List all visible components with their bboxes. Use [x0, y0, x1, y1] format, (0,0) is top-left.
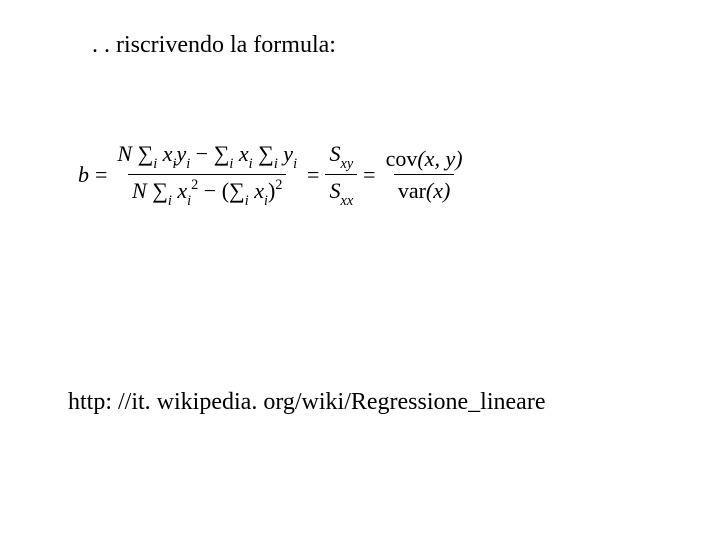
num-yi2-sub: i — [293, 156, 297, 172]
slide-heading: . . riscrivendo la formula: — [92, 32, 336, 59]
numerator-main: N ∑i xiyi − ∑i xi ∑i yi — [113, 140, 301, 174]
den-N: N — [132, 178, 147, 203]
denominator-var: var(x) — [394, 174, 455, 205]
den-xi-sup: 2 — [191, 177, 198, 193]
denominator-sxx: Sxx — [325, 174, 357, 209]
equals-3: = — [357, 162, 381, 188]
sxx-sub: xx — [340, 193, 353, 209]
num-xi-x: x — [163, 141, 173, 166]
numerator-sxy: Sxy — [325, 140, 357, 174]
num-minus: − — [190, 141, 213, 166]
den-xi2-x: x — [254, 178, 264, 203]
den-sigma2: ∑ — [229, 178, 245, 203]
regression-formula: b = N ∑i xiyi − ∑i xi ∑i yi N ∑i xi2 − (… — [78, 140, 467, 210]
numerator-cov: cov(x, y) — [382, 145, 467, 175]
var-label: var — [398, 178, 426, 203]
sxx-S: S — [329, 178, 340, 203]
den-sigma1-sub: i — [168, 193, 172, 209]
sigma3: ∑ — [258, 141, 274, 166]
den-sigma2-sub: i — [245, 193, 249, 209]
cov-label: cov — [386, 146, 418, 171]
num-xi2-sub: i — [249, 156, 253, 172]
num-N: N — [117, 141, 132, 166]
num-xi2-x: x — [239, 141, 249, 166]
var-args: (x) — [426, 178, 450, 203]
den-xi-sub: i — [187, 193, 191, 209]
sigma2: ∑ — [214, 141, 230, 166]
sxy-sub: xy — [340, 156, 353, 172]
num-yi-y: y — [177, 141, 187, 166]
sigma1: ∑ — [138, 141, 154, 166]
lhs-b: b — [78, 162, 89, 188]
den-minus-paren: − ( — [198, 178, 229, 203]
den-close-sup: 2 — [275, 177, 282, 193]
den-xi2-sub: i — [264, 193, 268, 209]
sigma1-sub: i — [153, 156, 157, 172]
num-yi-sub: i — [186, 156, 190, 172]
num-xi-sub: i — [173, 156, 177, 172]
sigma2-sub: i — [229, 156, 233, 172]
reference-url: http: //it. wikipedia. org/wiki/Regressi… — [68, 389, 545, 416]
num-yi2-y: y — [283, 141, 293, 166]
fraction-sxy: Sxy Sxx — [325, 140, 357, 210]
den-sigma1: ∑ — [152, 178, 168, 203]
equals-1: = — [89, 162, 113, 188]
fraction-main: N ∑i xiyi − ∑i xi ∑i yi N ∑i xi2 − (∑i x… — [113, 140, 301, 210]
den-xi-x: x — [177, 178, 187, 203]
equals-2: = — [301, 162, 325, 188]
sxy-S: S — [329, 141, 340, 166]
denominator-main: N ∑i xi2 − (∑i xi)2 — [128, 174, 286, 209]
fraction-covvar: cov(x, y) var(x) — [382, 145, 467, 205]
sigma3-sub: i — [274, 156, 278, 172]
cov-args: (x, y) — [417, 146, 462, 171]
